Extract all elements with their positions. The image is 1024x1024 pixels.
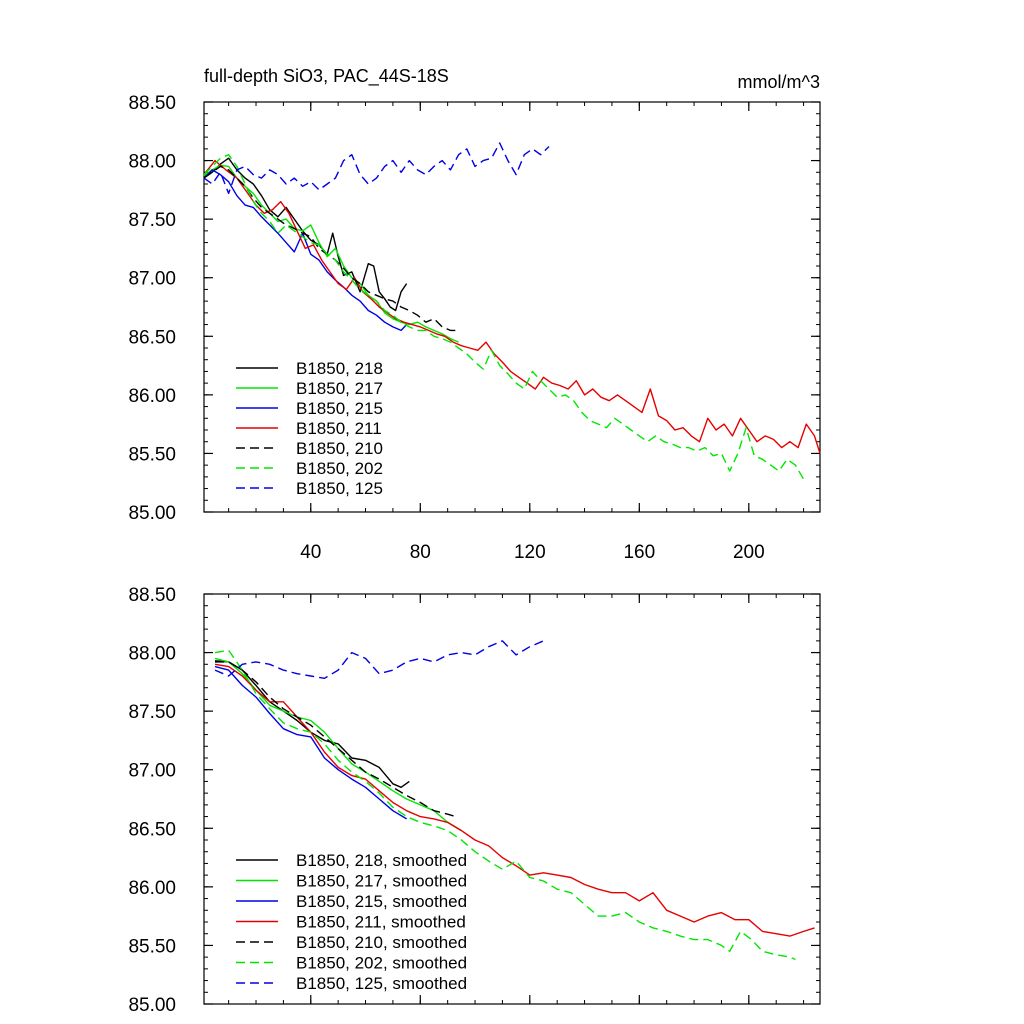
- legend-label: B1850, 202: [296, 459, 383, 478]
- series-line-4: [203, 165, 456, 332]
- legend-label: B1850, 215: [296, 399, 383, 418]
- x-tick-label: 40: [300, 542, 321, 563]
- legend-label: B1850, 215, smoothed: [296, 892, 467, 911]
- legend-label: B1850, 210: [296, 439, 383, 458]
- y-tick-label: 85.00: [128, 995, 176, 1016]
- y-tick-label: 86.50: [128, 819, 176, 840]
- legend-label: B1850, 211, smoothed: [296, 913, 466, 932]
- legend-label: B1850, 210, smoothed: [296, 933, 467, 952]
- legend-label: B1850, 202, smoothed: [296, 954, 467, 973]
- series-line-1: [203, 164, 459, 343]
- plot-frame: [203, 101, 821, 513]
- y-tick-label: 86.00: [128, 386, 176, 407]
- series-line-5: [203, 154, 805, 480]
- series-line-6: [214, 640, 544, 679]
- y-tick-label: 87.50: [128, 702, 176, 723]
- series-line-0: [214, 660, 410, 788]
- series-line-6: [203, 142, 550, 195]
- y-tick-label: 85.00: [128, 503, 176, 524]
- legend-label: B1850, 217, smoothed: [296, 872, 467, 891]
- y-tick-label: 87.00: [128, 761, 176, 782]
- bottom-panel: 85.00 85.50 86.00 86.50 87.00 87.50 88.00 88.50…: [128, 585, 821, 1016]
- y-tick-label: 88.50: [128, 93, 176, 114]
- y-tick-label: 85.50: [128, 936, 176, 957]
- y-tick-label: 87.50: [128, 210, 176, 231]
- legend-label: B1850, 217: [296, 379, 383, 398]
- legend-label: B1850, 218, smoothed: [296, 851, 467, 870]
- y-tick-label: 86.00: [128, 878, 176, 899]
- y-tick-label: 86.50: [128, 327, 176, 348]
- series-line-2: [214, 665, 407, 820]
- x-tick-label: 160: [623, 542, 655, 563]
- plot-frame: [203, 593, 821, 1005]
- y-tick-label: 88.00: [128, 644, 176, 665]
- x-tick-label: 80: [410, 542, 431, 563]
- y-tick-label: 88.00: [128, 152, 176, 173]
- series-line-4: [215, 661, 457, 818]
- y-tick-label: 88.50: [128, 585, 176, 606]
- chart-title: full-depth SiO3, PAC_44S-18S: [204, 66, 449, 87]
- legend-label: B1850, 125: [296, 479, 383, 498]
- x-tick-label: 120: [514, 542, 546, 563]
- legend-label: B1850, 211: [296, 419, 382, 438]
- legend-label: B1850, 125, smoothed: [296, 974, 467, 993]
- legend-label: B1850, 218: [296, 359, 383, 378]
- units-label: mmol/m^3: [738, 72, 820, 92]
- series-line-2: [203, 169, 408, 332]
- y-tick-label: 87.00: [128, 269, 176, 290]
- y-tick-label: 85.50: [128, 444, 176, 465]
- series-line-3: [203, 159, 821, 454]
- series-line-5: [214, 649, 796, 961]
- x-tick-label: 200: [733, 542, 765, 563]
- top-panel: 40 80 120 160 200 85.00 85.50 86.00 86.50 87.00 87…: [128, 66, 821, 563]
- series-line-3: [214, 663, 815, 937]
